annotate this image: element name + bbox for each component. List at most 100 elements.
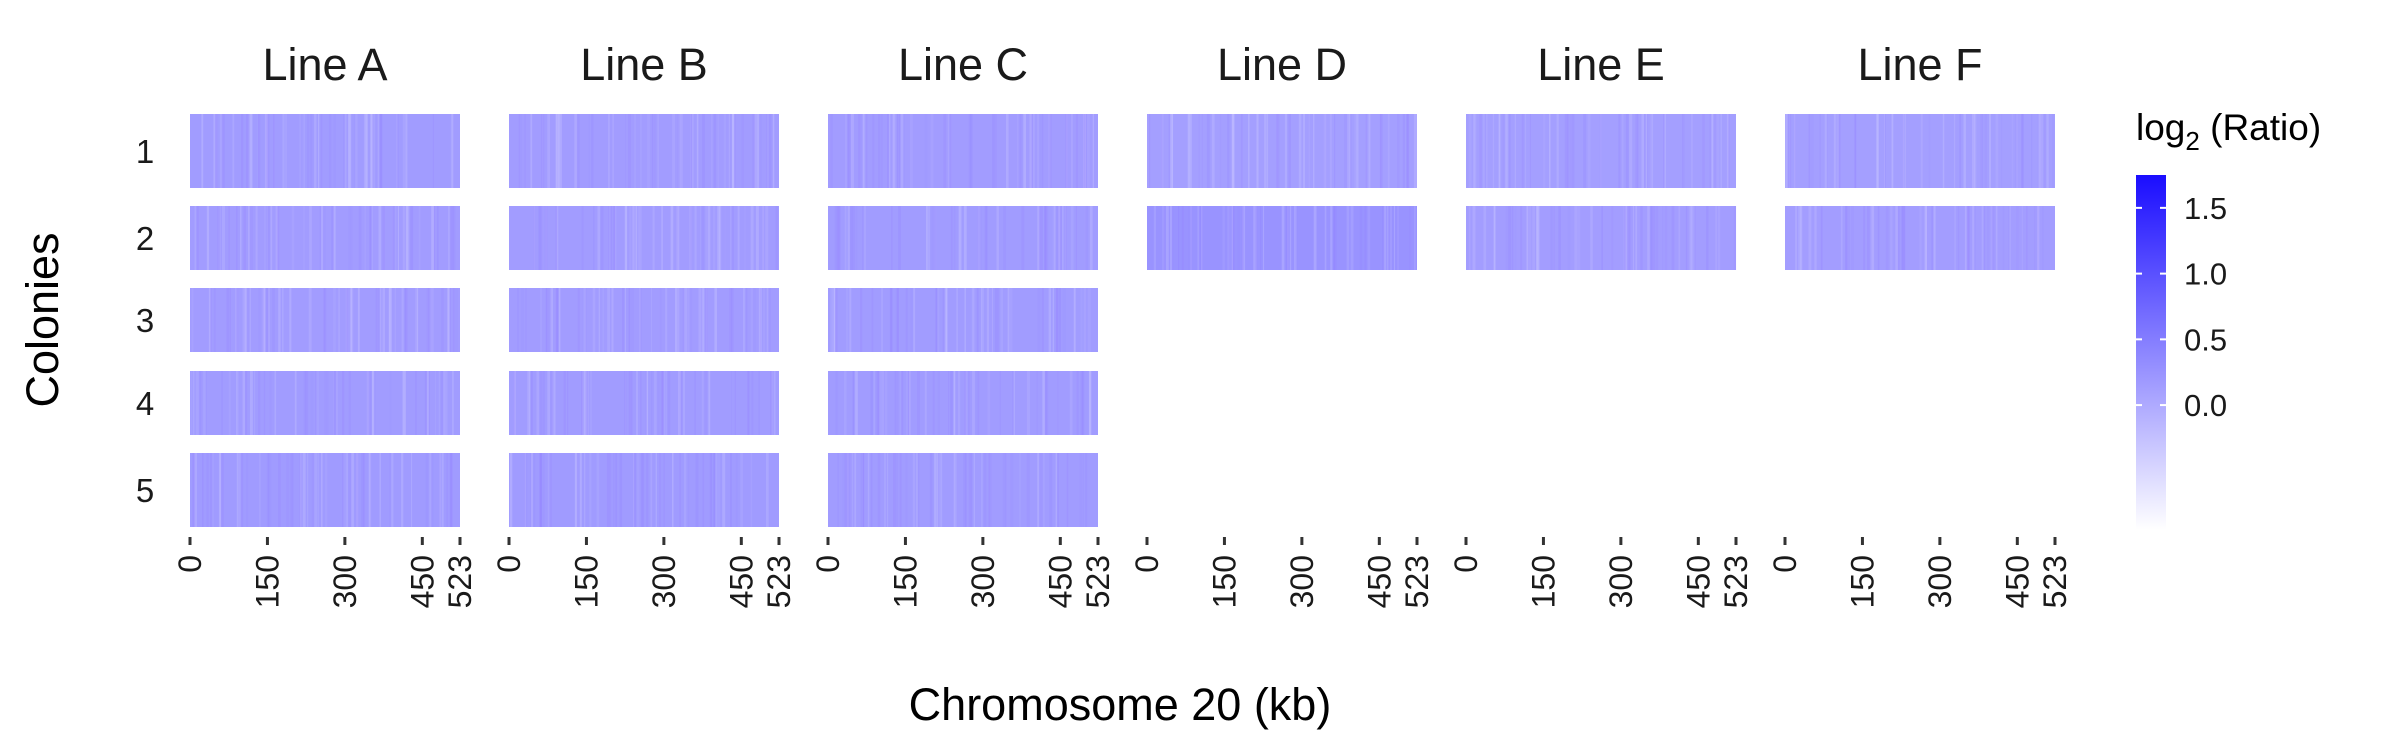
heatmap-streak: [228, 371, 231, 435]
heatmap-streak: [1010, 453, 1014, 527]
heatmap-streak: [881, 288, 883, 352]
heatmap-streak: [403, 371, 406, 435]
heatmap-streak: [608, 206, 610, 270]
heatmap-streak: [543, 371, 545, 435]
heatmap-streak: [633, 453, 635, 527]
legend-tick-label: 1.5: [2184, 191, 2227, 226]
heatmap-streak: [219, 114, 223, 188]
heatmap-streak: [955, 453, 958, 527]
heatmap-streak: [1083, 114, 1085, 188]
heatmap-streak: [717, 453, 721, 527]
heatmap-streak: [1043, 453, 1045, 527]
heatmap-streak: [1601, 206, 1603, 270]
heatmap-streak: [982, 288, 984, 352]
heatmap-cell: [509, 453, 779, 527]
heatmap-streak: [670, 206, 674, 270]
heatmap-streak: [259, 453, 261, 527]
heatmap-streak: [968, 114, 971, 188]
heatmap-streak: [1030, 114, 1033, 188]
heatmap-streak: [302, 453, 306, 527]
heatmap-streak: [847, 206, 851, 270]
heatmap-cell: [1785, 114, 2055, 188]
heatmap-streak: [338, 288, 340, 352]
heatmap-streak: [1966, 206, 1970, 270]
heatmap-streak: [887, 114, 889, 188]
heatmap-streak: [1161, 114, 1163, 188]
heatmap-streak: [971, 288, 974, 352]
heatmap-streak: [194, 453, 197, 527]
heatmap-streak: [672, 453, 674, 527]
heatmap-streak: [372, 114, 374, 188]
heatmap-streak: [899, 114, 901, 188]
heatmap-streak: [750, 288, 753, 352]
heatmap-streak: [651, 114, 654, 188]
heatmap-streak: [1359, 206, 1363, 270]
heatmap-streak: [732, 114, 734, 188]
x-tick-label: 150: [249, 555, 285, 608]
heatmap-cell-fill: [1785, 114, 2055, 188]
row-label: 3: [136, 302, 154, 339]
heatmap-streak: [290, 453, 293, 527]
heatmap-streak: [434, 206, 436, 270]
heatmap-streak: [396, 114, 399, 188]
heatmap-streak: [2001, 114, 2003, 188]
heatmap-streak: [964, 288, 966, 352]
heatmap-streak: [694, 371, 696, 435]
heatmap-streak: [1664, 206, 1668, 270]
heatmap-streak: [676, 206, 679, 270]
heatmap-streak: [1716, 114, 1720, 188]
heatmap-streak: [1798, 206, 1801, 270]
heatmap-streak: [930, 114, 934, 188]
facet-line-b: Line B 0 150 300 450 523: [491, 39, 797, 608]
heatmap-streak: [901, 371, 904, 435]
heatmap-streak: [1793, 114, 1796, 188]
heatmap-cell-fill: [190, 371, 460, 435]
heatmap-streak: [1691, 114, 1693, 188]
heatmap-streak: [1413, 114, 1417, 188]
heatmap-streak: [677, 114, 680, 188]
heatmap-streak: [679, 371, 683, 435]
heatmap-streak: [1550, 206, 1553, 270]
heatmap-streak: [1333, 206, 1335, 270]
heatmap-streak: [236, 371, 238, 435]
x-tick-label: 150: [887, 555, 923, 608]
heatmap-streak: [1026, 453, 1030, 527]
heatmap-streak: [895, 288, 899, 352]
heatmap-streak: [1650, 114, 1653, 188]
heatmap-streak: [884, 453, 886, 527]
facet-title: Line A: [262, 39, 387, 90]
heatmap-streak: [1564, 114, 1568, 188]
heatmap-streak: [558, 288, 561, 352]
heatmap-cell-fill: [1147, 206, 1417, 270]
heatmap-streak: [369, 453, 372, 527]
heatmap-streak: [205, 371, 207, 435]
heatmap-streak: [1414, 206, 1416, 270]
heatmap-streak: [263, 371, 266, 435]
heatmap-streak: [255, 206, 258, 270]
heatmap-streak: [1590, 206, 1593, 270]
heatmap-streak: [2002, 206, 2005, 270]
heatmap-streak: [1572, 114, 1575, 188]
heatmap-streak: [270, 206, 273, 270]
heatmap-streak: [687, 288, 690, 352]
heatmap-streak: [1058, 206, 1061, 270]
heatmap-streak: [1505, 114, 1507, 188]
heatmap-streak: [1082, 453, 1084, 527]
heatmap-streak: [759, 288, 761, 352]
heatmap-streak: [862, 114, 865, 188]
heatmap-streak: [624, 206, 628, 270]
heatmap-streak: [1821, 206, 1823, 270]
heatmap-streak: [986, 288, 990, 352]
heatmap-streak: [1075, 114, 1078, 188]
heatmap-cell: [190, 114, 460, 188]
heatmap-streak: [1625, 114, 1629, 188]
heatmap-streak: [1006, 114, 1009, 188]
heatmap-streak: [446, 453, 448, 527]
heatmap-streak: [314, 114, 317, 188]
heatmap-streak: [1019, 114, 1022, 188]
heatmap-streak: [953, 453, 956, 527]
heatmap-cell: [1785, 206, 2055, 270]
heatmap-streak: [1990, 206, 1993, 270]
heatmap-streak: [215, 114, 218, 188]
